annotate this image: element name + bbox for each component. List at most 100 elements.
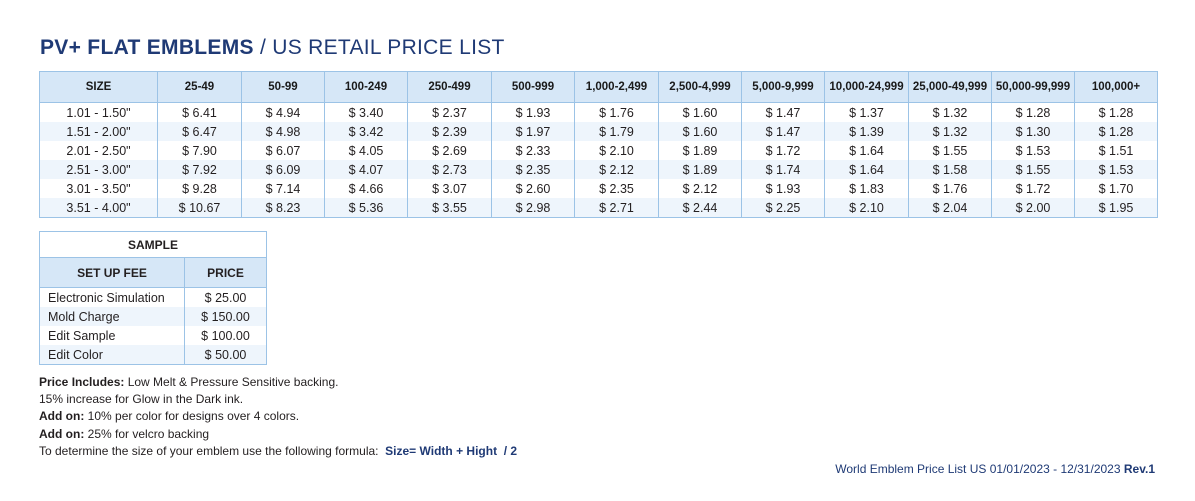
title-product: PV+ FLAT EMBLEMS: [40, 36, 254, 59]
size-cell: 1.01 - 1.50": [39, 102, 158, 122]
price-cell: $ 1.28: [1074, 122, 1158, 141]
notes: Price Includes: Low Melt & Pressure Sens…: [39, 374, 517, 460]
note-text: 10% per color for designs over 4 colors.: [84, 409, 300, 424]
price-cell: $ 5.36: [324, 198, 408, 218]
quantity-column-header: 100,000+: [1074, 71, 1158, 103]
price-cell: $ 2.98: [491, 198, 575, 218]
price-cell: $ 4.05: [324, 141, 408, 160]
price-cell: $ 1.64: [824, 160, 909, 179]
page-title: PV+ FLAT EMBLEMS / US RETAIL PRICE LIST: [40, 36, 505, 60]
price-cell: $ 7.14: [241, 179, 325, 198]
note-label: Add on:: [39, 426, 85, 441]
quantity-column-header: 500-999: [491, 71, 575, 103]
footer-text: World Emblem Price List US 01/01/2023 - …: [835, 462, 1124, 476]
size-cell: 1.51 - 2.00": [39, 122, 158, 141]
size-column-header: SIZE: [39, 71, 158, 103]
note-addon-velcro: Add on: 25% for velcro backing: [39, 426, 517, 443]
price-cell: $ 1.74: [741, 160, 825, 179]
price-cell: $ 1.89: [658, 160, 742, 179]
price-cell: $ 4.66: [324, 179, 408, 198]
size-cell: 2.01 - 2.50": [39, 141, 158, 160]
price-cell: $ 1.97: [491, 122, 575, 141]
price-cell: $ 1.47: [741, 122, 825, 141]
price-cell: $ 2.00: [991, 198, 1075, 218]
note-addon-color: Add on: 10% per color for designs over 4…: [39, 408, 517, 425]
price-cell: $ 2.35: [491, 160, 575, 179]
price-cell: $ 1.53: [1074, 160, 1158, 179]
price-cell: $ 1.64: [824, 141, 909, 160]
price-cell: $ 1.28: [1074, 102, 1158, 122]
price-cell: $ 1.32: [908, 122, 992, 141]
price-cell: $ 3.40: [324, 102, 408, 122]
sample-caption: SAMPLE: [39, 231, 267, 258]
price-cell: $ 6.07: [241, 141, 325, 160]
price-cell: $ 2.69: [407, 141, 492, 160]
price-cell: $ 1.60: [658, 122, 742, 141]
table-row: 2.01 - 2.50" $ 7.90 $ 6.07 $ 4.05 $ 2.69 $ 2.…: [39, 141, 1158, 160]
price-cell: $ 1.76: [574, 102, 659, 122]
table-row: Edit Color $ 50.00: [39, 345, 267, 365]
price-cell: $ 2.44: [658, 198, 742, 218]
price-cell: $ 2.33: [491, 141, 575, 160]
price-cell: $ 1.37: [824, 102, 909, 122]
price-table: SIZE 25-49 50-99 100-249 250-499 500-999 1,000…: [39, 71, 1158, 218]
price-cell: $ 4.07: [324, 160, 408, 179]
price-cell: $ 4.94: [241, 102, 325, 122]
quantity-column-header: 100-249: [324, 71, 408, 103]
price-cell: $ 2.39: [407, 122, 492, 141]
price-header: PRICE: [184, 257, 267, 288]
price-cell: $ 2.04: [908, 198, 992, 218]
fee-price: $ 100.00: [201, 328, 250, 343]
price-cell: $ 1.83: [824, 179, 909, 198]
size-cell: 3.51 - 4.00": [39, 198, 158, 218]
price-cell: $ 1.28: [991, 102, 1075, 122]
price-cell: $ 6.09: [241, 160, 325, 179]
price-cell: $ 1.79: [574, 122, 659, 141]
table-row: Electronic Simulation $ 25.00: [39, 287, 267, 307]
fee-name: Edit Color: [39, 345, 185, 365]
quantity-column-header: 25,000-49,999: [908, 71, 992, 103]
fee-price: $ 50.00: [184, 345, 267, 365]
quantity-column-header: 50-99: [241, 71, 325, 103]
price-cell: $ 6.47: [157, 122, 242, 141]
price-cell: $ 1.32: [908, 102, 992, 122]
price-cell: $ 2.12: [658, 179, 742, 198]
note-label: Add on:: [39, 409, 85, 424]
price-cell: $ 2.12: [574, 160, 659, 179]
price-cell: $ 7.90: [157, 141, 242, 160]
fee-name: Edit Sample: [39, 326, 185, 345]
price-cell: $ 1.47: [741, 102, 825, 122]
setup-fee-header: SET UP FEE: [39, 257, 185, 288]
price-cell: $ 9.28: [157, 179, 242, 198]
note-text: 25% for velcro backing: [84, 426, 210, 441]
revision: Rev.1: [1123, 462, 1155, 476]
price-cell: $ 3.42: [324, 122, 408, 141]
title-subtitle: / US RETAIL PRICE LIST: [253, 36, 505, 59]
quantity-column-header: 25-49: [157, 71, 242, 103]
table-row: 1.01 - 1.50" $ 6.41 $ 4.94 $ 3.40 $ 2.37 $ 1.…: [39, 102, 1158, 122]
quantity-column-header: 5,000-9,999: [741, 71, 825, 103]
price-cell: $ 8.23: [241, 198, 325, 218]
price-cell: $ 1.93: [491, 102, 575, 122]
table-row: 3.01 - 3.50" $ 9.28 $ 7.14 $ 4.66 $ 3.07 $ 2.…: [39, 179, 1158, 198]
fee-price: $ 150.00: [184, 307, 267, 326]
fee-name: Mold Charge: [39, 307, 185, 326]
price-cell: $ 1.60: [658, 102, 742, 122]
price-cell: $ 1.51: [1074, 141, 1158, 160]
price-cell: $ 1.76: [908, 179, 992, 198]
price-table-header: SIZE 25-49 50-99 100-249 250-499 500-999 1,000…: [39, 71, 1158, 103]
size-cell: 2.51 - 3.00": [39, 160, 158, 179]
size-formula: Size= Width + Hight / 2: [385, 443, 518, 458]
price-cell: $ 1.95: [1074, 198, 1158, 218]
table-row: Mold Charge $ 150.00: [39, 307, 267, 326]
table-row: Edit Sample $ 100.00: [39, 326, 267, 345]
price-cell: $ 1.89: [658, 141, 742, 160]
price-cell: $ 7.92: [157, 160, 242, 179]
price-cell: $ 3.07: [407, 179, 492, 198]
note-formula: To determine the size of your emblem use…: [39, 443, 517, 460]
price-cell: $ 2.71: [574, 198, 659, 218]
price-cell: $ 10.67: [157, 198, 242, 218]
footer: World Emblem Price List US 01/01/2023 - …: [835, 462, 1155, 476]
price-cell: $ 2.35: [574, 179, 659, 198]
quantity-column-header: 1,000-2,499: [574, 71, 659, 103]
